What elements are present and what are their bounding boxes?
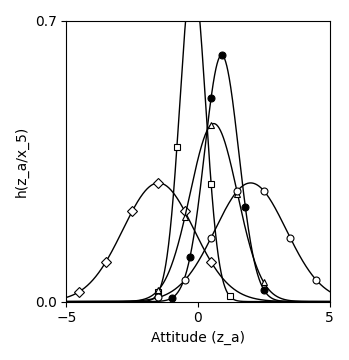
X-axis label: Attitude (z_a): Attitude (z_a) bbox=[151, 331, 245, 345]
Y-axis label: h(z_a/x_5): h(z_a/x_5) bbox=[15, 125, 29, 197]
